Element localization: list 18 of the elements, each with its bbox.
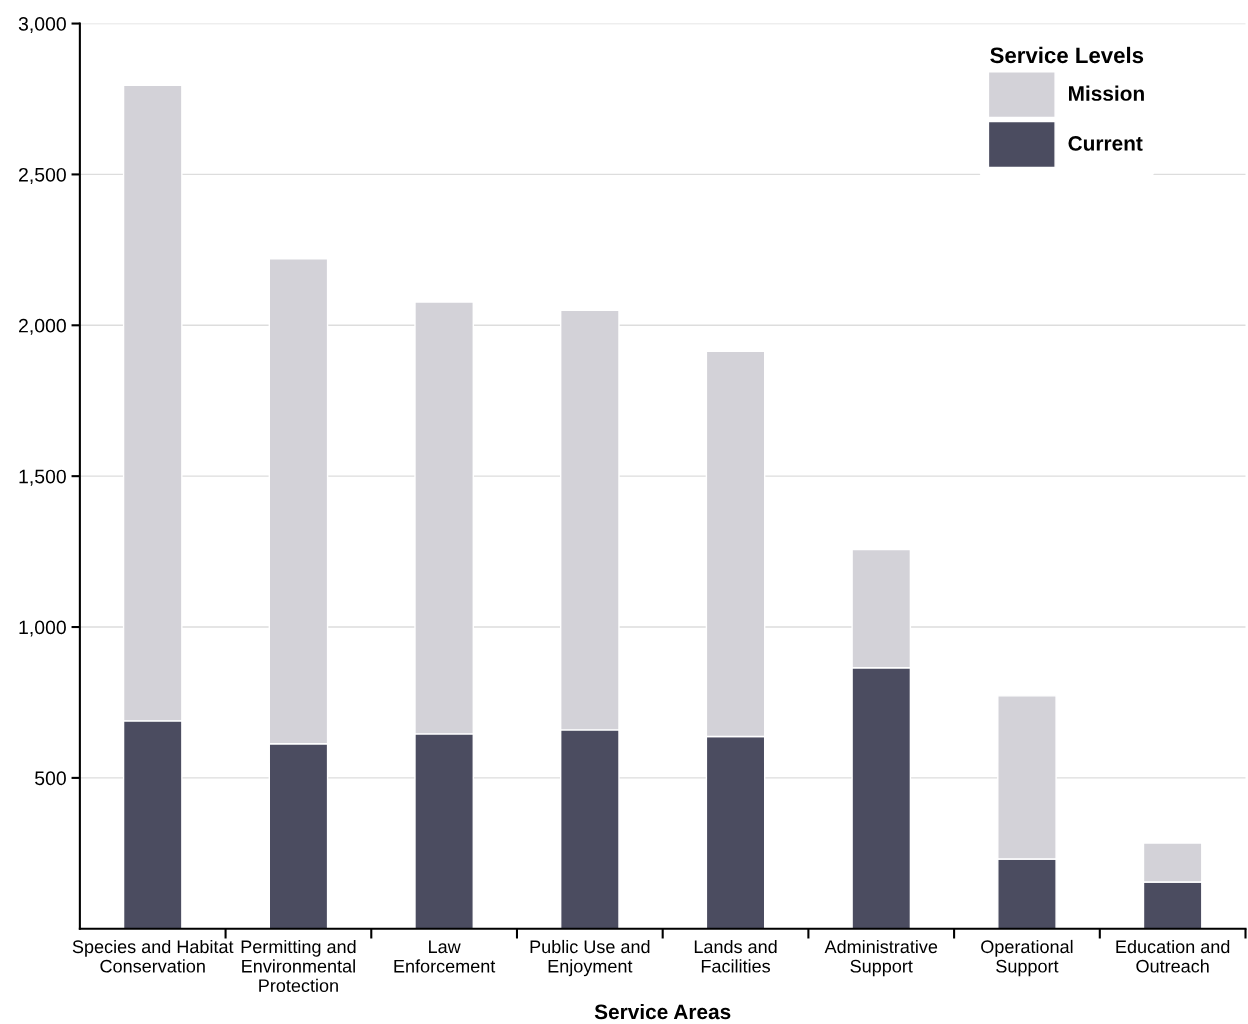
y-tick-label: 500 [35, 771, 66, 786]
legend-label: Mission [1069, 85, 1144, 101]
y-tick-label: 1,000 [19, 620, 66, 637]
x-tick-label: Species and Habitat Conservation [72, 939, 234, 973]
y-tick-label: 3,000 [18, 17, 66, 34]
x-tick-label: Permitting and Environmental Protection [241, 939, 356, 993]
y-tick-label: 2,500 [19, 167, 66, 184]
y-tick-label: 1,500 [19, 469, 66, 486]
x-axis-title: Service Areas [594, 1003, 731, 1020]
x-tick-label: Operational Support [981, 939, 1073, 977]
x-tick-label: Lands and Facilities [694, 939, 777, 973]
x-tick-label: Education and Outreach [1116, 939, 1230, 973]
legend-label: Current [1068, 136, 1143, 151]
legend-title: Service Levels [990, 46, 1144, 64]
x-tick-label: Administrative Support [824, 939, 938, 977]
x-tick-label: Law Enforcement [394, 940, 496, 973]
x-tick-label: Public Use and Enjoyment [530, 939, 650, 977]
y-tick-label: 2,000 [19, 318, 66, 335]
